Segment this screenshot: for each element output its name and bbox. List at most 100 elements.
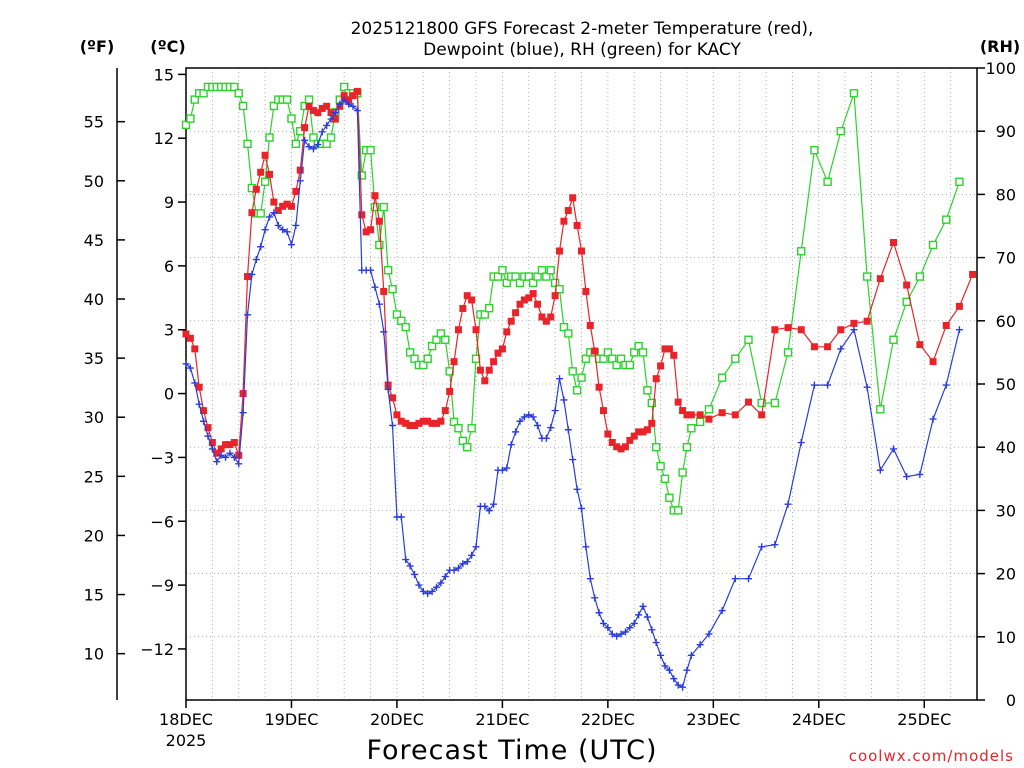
dewpoint-point <box>419 587 427 595</box>
relative-humidity-point <box>199 89 208 98</box>
temperature-point <box>652 375 660 383</box>
temperature-point <box>292 187 300 195</box>
dewpoint-point <box>252 256 260 264</box>
celsius-tick-label: 3 <box>164 321 174 340</box>
dewpoint-point <box>679 683 687 691</box>
dewpoint-point <box>542 434 550 442</box>
dewpoint-point <box>437 579 445 587</box>
temperature-point <box>257 168 265 176</box>
relative-humidity-point <box>410 354 419 363</box>
temperature-point <box>507 317 515 325</box>
fahrenheit-tick-label: 40 <box>84 290 104 309</box>
relative-humidity-point <box>630 348 639 357</box>
dewpoint-point <box>279 226 287 234</box>
dewpoint-point <box>556 375 564 383</box>
relative-humidity-point <box>309 133 318 142</box>
dewpoint-point <box>643 613 651 621</box>
temperature-point <box>569 194 577 202</box>
temperature-point <box>490 358 498 366</box>
temperature-point <box>731 411 739 419</box>
celsius-tick-label: −9 <box>150 576 174 595</box>
temperature-point <box>613 443 621 451</box>
dewpoint-point <box>292 221 300 229</box>
rh-tick-label: 10 <box>996 628 1016 647</box>
dewpoint-point <box>244 311 252 319</box>
relative-humidity-point <box>537 266 547 275</box>
dewpoint-point <box>314 141 322 149</box>
temperature-point <box>498 345 506 353</box>
relative-humidity-point <box>616 354 626 363</box>
dewpoint-point <box>916 470 924 478</box>
celsius-tick-label: −12 <box>140 640 174 659</box>
x-tick-label: 19DEC <box>264 710 318 729</box>
dewpoint-point <box>503 464 511 472</box>
relative-humidity-point <box>608 354 617 363</box>
dewpoint-point <box>248 270 256 278</box>
fahrenheit-tick-label: 55 <box>84 113 104 132</box>
temperature-point <box>542 317 550 325</box>
dewpoint-point <box>507 441 515 449</box>
dewpoint-point <box>797 439 805 447</box>
temperature-point <box>512 309 520 317</box>
temperature-point <box>419 417 427 425</box>
dewpoint-point <box>265 213 273 221</box>
temperature-point <box>270 198 278 206</box>
relative-humidity-point <box>862 272 872 281</box>
dewpoint-point <box>349 102 357 110</box>
relative-humidity-point <box>524 272 533 281</box>
temperature-point <box>916 341 924 349</box>
temperature-point <box>428 419 436 427</box>
relative-humidity-point <box>405 348 415 357</box>
dewpoint-point <box>481 502 489 510</box>
relative-humidity-point <box>823 177 832 186</box>
temperature-point <box>639 428 647 436</box>
relative-humidity-point <box>493 272 503 281</box>
x-axis-title: Forecast Time (UTC) <box>366 735 657 766</box>
relative-humidity-point <box>550 278 560 288</box>
relative-humidity-point <box>797 247 806 256</box>
relative-humidity-point <box>269 101 279 111</box>
credit-link[interactable]: coolwx.com/models <box>849 747 1014 765</box>
celsius-tick-label: −6 <box>150 512 174 531</box>
celsius-tick-label: 15 <box>154 65 174 84</box>
dewpoint-point <box>784 500 792 508</box>
relative-humidity-point <box>559 322 569 332</box>
relative-humidity-point <box>260 177 270 186</box>
rh-tick-label: 60 <box>996 312 1016 331</box>
dewpoint-point <box>635 611 643 619</box>
temperature-point <box>604 430 612 438</box>
dewpoint-point <box>309 145 317 153</box>
temperature-point <box>287 202 295 210</box>
temperature-point <box>296 166 304 174</box>
dewpoint-point <box>274 221 282 229</box>
temperature-point <box>371 192 379 200</box>
temperature-point <box>331 115 339 123</box>
dewpoint-point <box>411 570 419 578</box>
temperature-point <box>560 217 568 225</box>
relative-humidity-point <box>423 354 432 363</box>
dewpoint-point <box>604 624 612 632</box>
relative-humidity-point <box>810 145 819 155</box>
fahrenheit-tick-label: 15 <box>84 586 104 605</box>
celsius-tick-label: −3 <box>150 448 174 467</box>
dewpoint-point <box>890 445 898 453</box>
dewpoint-point <box>661 662 669 670</box>
temperature-point <box>573 221 581 229</box>
relative-humidity-point <box>673 506 683 515</box>
relative-humidity-point <box>687 424 696 433</box>
relative-humidity-point <box>647 398 657 408</box>
temperature-point <box>230 439 238 447</box>
dewpoint-point <box>573 485 581 493</box>
dewpoint-point <box>608 630 616 638</box>
dewpoint-point <box>617 630 625 638</box>
temperature-point <box>459 304 467 312</box>
temperature-point <box>890 238 898 246</box>
temperature-point <box>301 124 309 132</box>
relative-humidity-point <box>625 360 635 370</box>
relative-humidity-point <box>419 360 428 370</box>
dewpoint-point <box>929 415 937 423</box>
dewpoint-point <box>560 396 568 404</box>
temperature-point <box>850 319 858 327</box>
dewpoint-point <box>586 575 594 583</box>
